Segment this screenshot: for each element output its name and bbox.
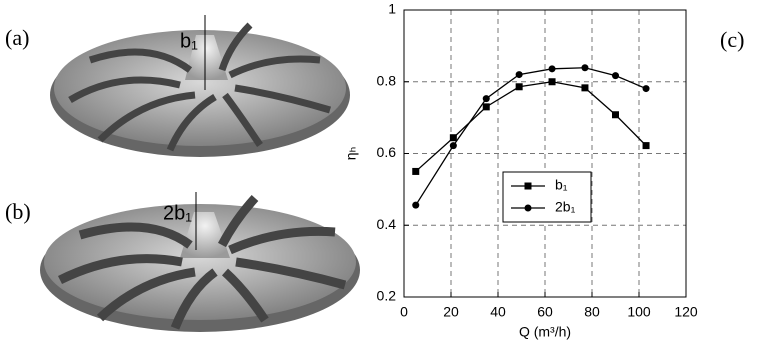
x-tick-label: 100 bbox=[627, 304, 651, 320]
point bbox=[516, 71, 523, 78]
point bbox=[450, 134, 457, 141]
annotation: 2b₁ bbox=[163, 202, 192, 224]
x-tick-label: 120 bbox=[674, 304, 698, 320]
point bbox=[412, 202, 419, 209]
y-tick-label: 0.4 bbox=[377, 216, 397, 232]
point bbox=[643, 85, 650, 92]
x-tick-label: 0 bbox=[400, 304, 408, 320]
point bbox=[549, 78, 556, 85]
series-line bbox=[416, 82, 646, 172]
point bbox=[612, 111, 619, 118]
y-tick-label: 0.8 bbox=[377, 72, 397, 88]
figure: b₁ 2b₁ (a) (b) (c) 0.2 0.4 0.6 0.8 1 0 20 40 60 8… bbox=[0, 0, 758, 352]
point bbox=[549, 65, 556, 72]
y-tick-label: 1 bbox=[388, 1, 396, 17]
x-axis-label: Q (m³/h) bbox=[519, 324, 571, 340]
x-tick-label: 40 bbox=[490, 304, 506, 320]
point bbox=[483, 95, 490, 102]
point bbox=[483, 103, 490, 110]
point bbox=[450, 142, 457, 149]
point bbox=[643, 142, 650, 149]
legend bbox=[503, 172, 591, 222]
legend-marker bbox=[525, 183, 532, 190]
point bbox=[581, 64, 588, 71]
legend-label: b₁ bbox=[555, 177, 568, 193]
legend-label: 2b₁ bbox=[555, 199, 576, 215]
point bbox=[412, 168, 419, 175]
x-tick-label: 20 bbox=[443, 304, 459, 320]
annotation: b₁ bbox=[180, 30, 198, 52]
point bbox=[581, 84, 588, 91]
y-tick-label: 0.6 bbox=[377, 144, 397, 160]
panel-label: (b) bbox=[5, 199, 31, 224]
panel-label: (c) bbox=[720, 27, 744, 52]
impeller-a: b₁ bbox=[50, 15, 350, 157]
x-tick-label: 80 bbox=[584, 304, 600, 320]
y-tick-label: 0.2 bbox=[377, 288, 397, 304]
x-tick-label: 60 bbox=[537, 304, 553, 320]
point bbox=[612, 72, 619, 79]
legend-marker bbox=[525, 205, 532, 212]
impeller-b: 2b₁ bbox=[40, 192, 360, 332]
panel-label: (a) bbox=[5, 25, 29, 50]
point bbox=[516, 83, 523, 90]
y-axis-label: ηₕ bbox=[343, 147, 359, 160]
